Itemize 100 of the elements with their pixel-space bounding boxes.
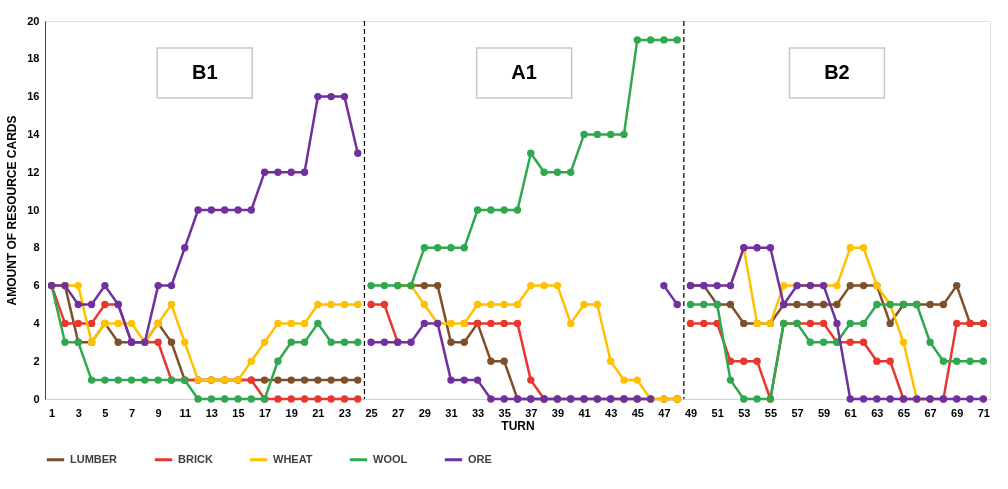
point — [859, 338, 868, 346]
point — [846, 395, 854, 403]
point — [327, 300, 335, 309]
x-tick-label: 67 — [924, 406, 937, 419]
point — [87, 300, 96, 309]
annotation: B1 — [191, 61, 218, 83]
x-tick-label: 69 — [951, 406, 964, 419]
point — [433, 281, 442, 290]
point — [194, 395, 202, 403]
point — [673, 36, 681, 44]
x-tick-label: 15 — [232, 406, 245, 419]
point — [806, 300, 815, 309]
x-tick-label: 5 — [102, 406, 109, 419]
point — [487, 206, 495, 214]
legend-label: BRICK — [178, 452, 213, 465]
point — [740, 395, 748, 403]
point — [846, 244, 854, 252]
point — [167, 281, 176, 290]
point — [513, 300, 522, 309]
x-tick-label: 23 — [338, 406, 352, 419]
x-tick-label: 57 — [791, 406, 804, 419]
point — [380, 338, 389, 346]
point — [953, 319, 961, 328]
point — [793, 300, 801, 309]
point — [61, 338, 69, 346]
point — [380, 281, 389, 290]
point — [420, 319, 429, 328]
point — [926, 338, 934, 346]
point — [873, 300, 881, 309]
point — [886, 357, 894, 365]
point — [846, 281, 854, 290]
x-tick-label: 33 — [471, 406, 485, 419]
point — [633, 376, 641, 384]
x-tick-label: 11 — [179, 406, 192, 419]
point — [473, 376, 482, 384]
x-tick-label: 7 — [128, 406, 136, 419]
point — [859, 281, 868, 290]
point — [540, 281, 548, 290]
point — [274, 357, 282, 365]
point — [766, 244, 775, 252]
y-tick-label: 0 — [33, 392, 40, 405]
point — [513, 206, 522, 214]
x-tick-label: 47 — [658, 406, 671, 419]
point — [979, 395, 988, 403]
point — [873, 395, 881, 403]
point — [127, 319, 136, 328]
legend-label: WOOL — [373, 452, 408, 465]
point — [753, 244, 761, 252]
point — [74, 319, 82, 328]
y-tick-label: 12 — [27, 165, 40, 178]
point — [553, 281, 562, 290]
x-tick-label: 71 — [977, 406, 990, 419]
point — [487, 395, 495, 403]
point — [234, 206, 242, 214]
point — [340, 338, 349, 346]
point — [953, 281, 961, 290]
point — [500, 357, 508, 365]
point — [779, 281, 788, 290]
point — [487, 300, 495, 309]
point — [527, 376, 535, 384]
point — [141, 376, 149, 384]
point — [127, 376, 136, 384]
point — [154, 338, 162, 346]
point — [460, 376, 468, 384]
point — [314, 376, 322, 384]
point — [287, 338, 295, 346]
point — [819, 319, 828, 328]
point — [327, 376, 335, 384]
x-tick-label: 59 — [818, 406, 831, 419]
point — [527, 281, 535, 290]
point — [473, 300, 482, 309]
point — [500, 395, 508, 403]
point — [234, 395, 242, 403]
y-tick-label: 10 — [27, 203, 40, 216]
x-tick-label: 25 — [365, 406, 378, 419]
point — [340, 92, 349, 101]
point — [340, 300, 349, 309]
point — [500, 206, 508, 214]
point — [500, 300, 508, 309]
point — [500, 319, 508, 328]
point — [487, 357, 495, 365]
point — [833, 281, 841, 290]
point — [314, 92, 322, 101]
point — [540, 168, 548, 176]
y-tick-label: 20 — [27, 14, 40, 27]
point — [274, 168, 282, 176]
point — [447, 319, 455, 328]
x-tick-label: 39 — [551, 406, 565, 419]
point — [300, 395, 309, 403]
annotation: A1 — [511, 61, 537, 83]
point — [420, 300, 429, 309]
point — [819, 300, 828, 309]
point — [220, 395, 229, 403]
point — [753, 395, 761, 403]
point — [274, 395, 282, 403]
point — [354, 300, 362, 309]
point — [713, 281, 721, 290]
point — [753, 357, 761, 365]
y-tick-label: 8 — [33, 241, 40, 254]
x-tick-label: 45 — [631, 406, 644, 419]
